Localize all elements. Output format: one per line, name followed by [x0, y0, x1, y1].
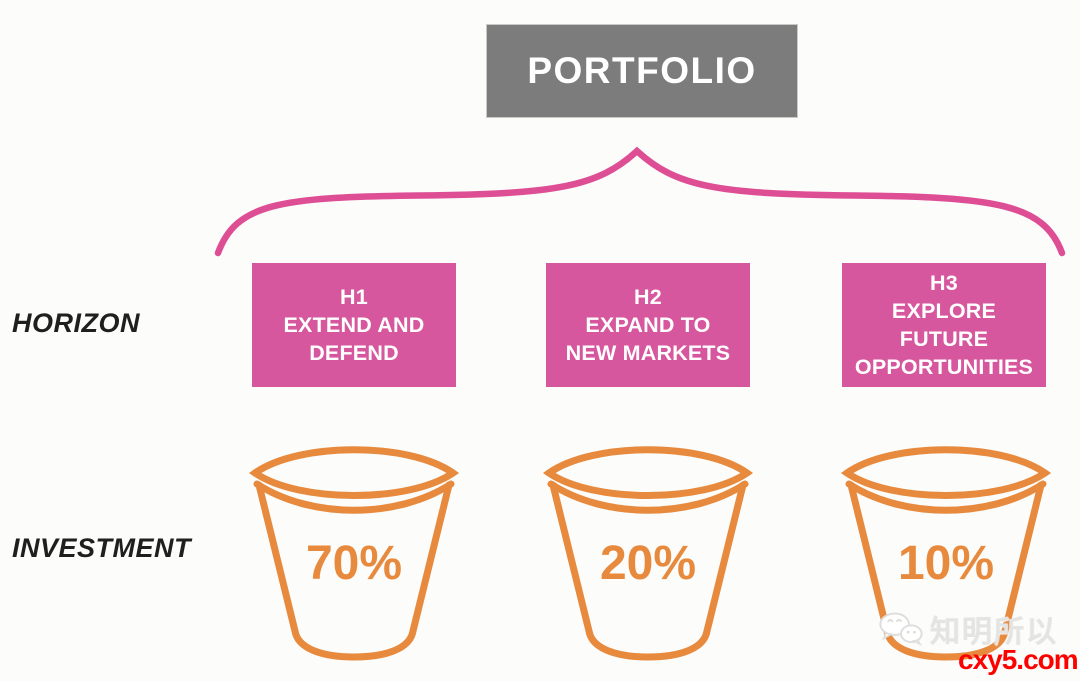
- horizon-box-h2: H2 EXPAND TO NEW MARKETS: [546, 263, 750, 387]
- bucket-icon-h3: [841, 446, 1051, 661]
- horizon-box-h2-text: H2 EXPAND TO NEW MARKETS: [565, 284, 731, 366]
- bucket-rim: [543, 446, 753, 499]
- investment-pct-h1: 70%: [305, 537, 403, 590]
- brace-path: [214, 146, 1066, 257]
- bucket-rim: [249, 446, 459, 499]
- portfolio-header-box: PORTFOLIO: [486, 24, 798, 118]
- bucket-rim-band: [253, 480, 455, 514]
- bucket-rim: [841, 446, 1051, 499]
- horizon-box-h1-text: H1 EXTEND AND DEFEND: [283, 284, 425, 366]
- horizon-box-h3: H3 EXPLORE FUTURE OPPORTUNITIES: [842, 263, 1046, 387]
- bucket-rim-band: [547, 480, 749, 514]
- horizon-box-h1: H1 EXTEND AND DEFEND: [252, 263, 456, 387]
- bucket-icon-h2: [543, 446, 753, 661]
- horizon-row-label: HORIZON: [12, 308, 140, 338]
- bucket-body: [549, 481, 747, 661]
- portfolio-title: PORTFOLIO: [527, 50, 757, 91]
- bucket-body: [255, 481, 453, 661]
- bucket-rim-band: [845, 480, 1047, 514]
- investment-pct-h2: 20%: [599, 537, 697, 590]
- investment-pct-h3: 10%: [897, 537, 995, 590]
- bucket-icon-h1: [249, 446, 459, 661]
- bucket-body: [847, 481, 1045, 661]
- horizon-box-h3-text: H3 EXPLORE FUTURE OPPORTUNITIES: [854, 270, 1034, 380]
- site-url-text: cxy5.com: [958, 644, 1079, 675]
- investment-row-label: INVESTMENT: [12, 533, 192, 563]
